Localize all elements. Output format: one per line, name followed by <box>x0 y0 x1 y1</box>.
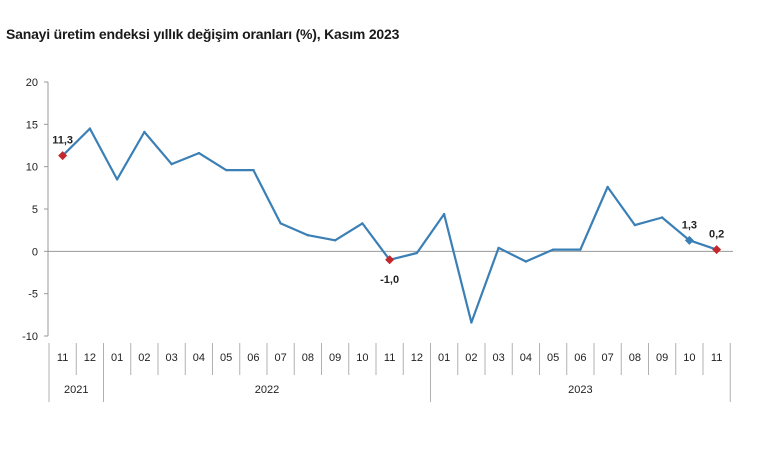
x-tick-label: 05 <box>220 352 232 364</box>
x-tick-label: 09 <box>329 352 341 364</box>
x-tick-label: 01 <box>111 352 123 364</box>
data-label: 0,2 <box>709 229 724 241</box>
highlight-marker <box>58 151 68 161</box>
annotations: 11,3 -1,0 1,3 0,2 <box>52 135 724 286</box>
data-point <box>361 222 364 225</box>
data-point <box>470 321 473 324</box>
y-tick-label: 0 <box>32 246 38 258</box>
x-tick-label: 01 <box>438 352 450 364</box>
series-line <box>61 127 717 324</box>
y-axis: 20 15 10 5 0 -5 -10 <box>22 77 49 343</box>
x-tick-label: 09 <box>656 352 668 364</box>
data-label: 1,3 <box>682 219 697 231</box>
plot-area <box>61 127 718 324</box>
data-point <box>579 248 582 251</box>
x-tick-label: 11 <box>384 352 395 364</box>
data-point <box>252 168 255 172</box>
highlight-marker <box>684 235 694 245</box>
x-tick-label: 12 <box>411 352 423 364</box>
y-tick-label: 5 <box>32 204 38 216</box>
chart-title: Sanayi üretim endeksi yıllık değişim ora… <box>6 26 400 42</box>
data-point <box>442 212 446 216</box>
data-point <box>497 246 500 250</box>
x-tick-label: 12 <box>84 352 96 364</box>
data-point <box>115 178 119 181</box>
data-point <box>224 168 228 172</box>
x-year-label: 2021 <box>64 384 88 396</box>
data-point <box>415 251 419 255</box>
x-tick-label: 07 <box>602 352 614 364</box>
data-point <box>633 223 637 227</box>
y-tick-label: 10 <box>26 162 38 174</box>
x-tick-label: 06 <box>574 352 586 364</box>
x-tick-label: 06 <box>247 352 259 364</box>
data-label: -1,0 <box>380 274 399 286</box>
data-point <box>143 130 146 134</box>
x-year-label: 2023 <box>568 384 592 396</box>
data-point <box>279 222 282 225</box>
x-tick-label: 03 <box>166 352 178 364</box>
highlight-marker <box>385 255 395 265</box>
x-tick-label: 03 <box>493 352 505 364</box>
x-tick-label: 08 <box>629 352 641 364</box>
x-tick-label: 02 <box>138 352 150 364</box>
data-point <box>551 248 555 251</box>
data-point <box>170 162 173 166</box>
highlight-marker <box>712 245 722 255</box>
data-point <box>306 234 310 237</box>
x-axis: 11 12 01 02 03 04 05 06 07 08 09 10 11 12 01 02 03 04 05 06… <box>48 250 733 402</box>
x-tick-label: 11 <box>57 352 68 364</box>
data-point <box>197 151 201 155</box>
data-point <box>606 185 609 189</box>
data-label: 11,3 <box>52 135 73 147</box>
x-tick-label: 07 <box>275 352 287 364</box>
y-tick-label: 20 <box>26 77 38 89</box>
x-tick-label: 02 <box>465 352 477 364</box>
x-tick-label: 04 <box>520 352 532 364</box>
data-point <box>660 216 664 219</box>
x-year-label: 2022 <box>255 384 279 396</box>
data-point <box>524 260 528 263</box>
x-tick-label: 10 <box>683 352 695 364</box>
data-point <box>88 127 92 130</box>
x-tick-label: 04 <box>193 352 205 364</box>
x-tick-label: 11 <box>711 352 722 364</box>
y-tick-label: 15 <box>26 119 38 131</box>
x-tick-label: 10 <box>356 352 368 364</box>
x-tick-label: 05 <box>547 352 559 364</box>
data-point <box>333 239 337 242</box>
y-tick-label: -5 <box>28 289 38 301</box>
y-tick-label: -10 <box>22 331 38 343</box>
x-tick-label: 08 <box>302 352 314 364</box>
